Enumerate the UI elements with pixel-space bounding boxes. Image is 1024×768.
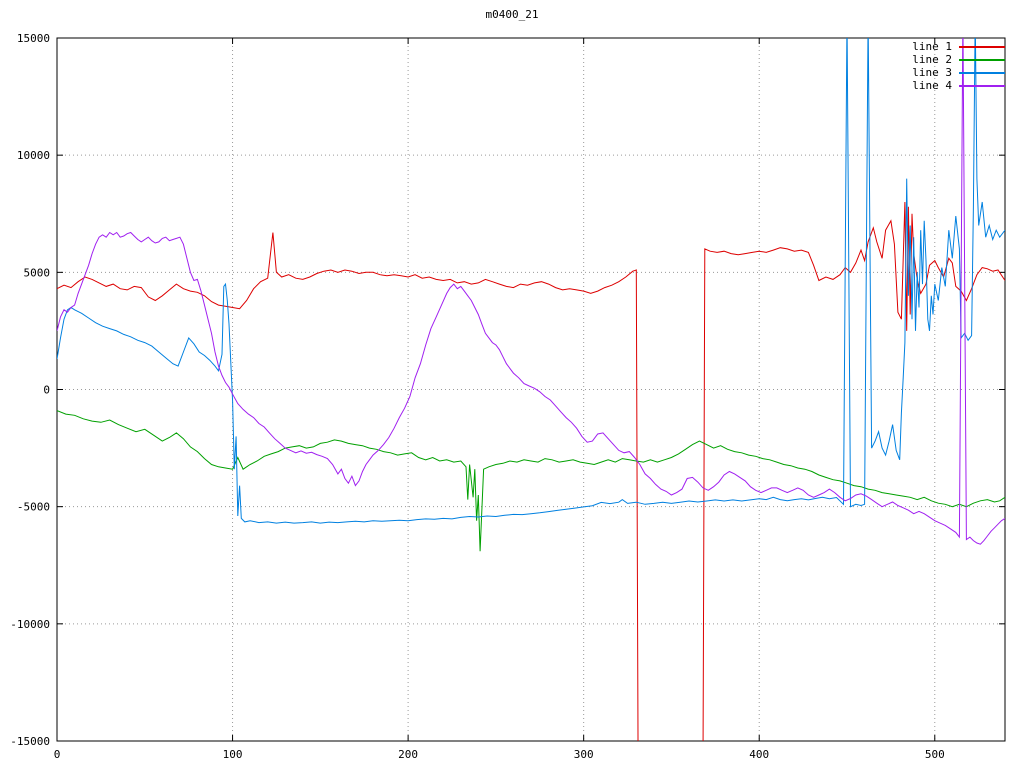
legend: line 1 line 2 line 3 line 4 — [912, 40, 1005, 92]
chart-title: m0400_21 — [485, 8, 539, 21]
legend-label: line 1 — [912, 40, 952, 53]
legend-line-sample — [959, 84, 1005, 87]
svg-text:100: 100 — [223, 748, 243, 761]
legend-label: line 4 — [912, 79, 952, 92]
legend-line-sample — [959, 58, 1005, 61]
svg-text:-5000: -5000 — [17, 501, 50, 514]
svg-text:200: 200 — [398, 748, 418, 761]
legend-line-sample — [959, 45, 1005, 48]
svg-text:300: 300 — [574, 748, 594, 761]
legend-line-sample — [959, 71, 1005, 74]
legend-item: line 3 — [912, 66, 1005, 79]
svg-text:15000: 15000 — [17, 32, 50, 45]
svg-text:-10000: -10000 — [10, 618, 50, 631]
svg-text:-15000: -15000 — [10, 735, 50, 748]
svg-text:0: 0 — [43, 384, 50, 397]
svg-text:400: 400 — [749, 748, 769, 761]
svg-text:10000: 10000 — [17, 149, 50, 162]
legend-item: line 1 — [912, 40, 1005, 53]
svg-text:500: 500 — [925, 748, 945, 761]
legend-label: line 2 — [912, 53, 952, 66]
legend-item: line 4 — [912, 79, 1005, 92]
legend-label: line 3 — [912, 66, 952, 79]
svg-text:0: 0 — [54, 748, 61, 761]
svg-text:5000: 5000 — [24, 266, 51, 279]
legend-item: line 2 — [912, 53, 1005, 66]
